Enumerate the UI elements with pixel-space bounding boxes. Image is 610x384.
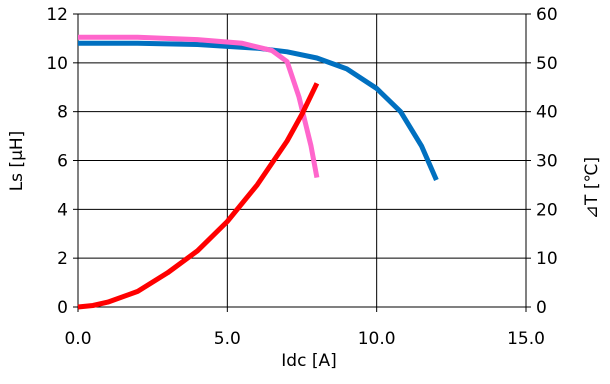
series-line-3 bbox=[77, 82, 320, 310]
y2-tick-label: 50 bbox=[536, 54, 558, 74]
y-tick-label: 0 bbox=[57, 298, 68, 318]
y-axis-title: Ls [μH] bbox=[7, 131, 27, 192]
y2-tick-label: 10 bbox=[536, 249, 558, 269]
y-tick-label: 4 bbox=[57, 200, 68, 220]
x-tick-label: 10.0 bbox=[358, 329, 396, 349]
y2-tick-label: 0 bbox=[536, 298, 547, 318]
y2-tick-label: 60 bbox=[536, 5, 558, 25]
plot-frame bbox=[77, 13, 527, 308]
series-line-2 bbox=[78, 34, 320, 179]
x-axis-title: Idc [A] bbox=[281, 351, 336, 371]
grid bbox=[78, 14, 526, 307]
y-tick-label: 12 bbox=[46, 5, 68, 25]
y2-axis-title: ⊿T [℃] bbox=[582, 157, 602, 219]
x-tick-label: 15.0 bbox=[507, 329, 545, 349]
y-tick-label: 6 bbox=[57, 152, 68, 172]
series bbox=[77, 34, 439, 310]
y2-tick-label: 40 bbox=[536, 103, 558, 123]
series-line-1 bbox=[78, 40, 439, 182]
y2-tick-label: 30 bbox=[536, 152, 558, 172]
y-tick-label: 2 bbox=[57, 249, 68, 269]
x-tick-label: 5.0 bbox=[214, 329, 241, 349]
y-tick-label: 8 bbox=[57, 103, 68, 123]
y2-tick-label: 20 bbox=[536, 200, 558, 220]
tick-labels: 0.0 5.0 10.0 15.0 0 2 4 6 8 10 12 0 10 20 30 40 50 60 bbox=[46, 5, 557, 349]
x-tick-label: 0.0 bbox=[64, 329, 91, 349]
axes bbox=[73, 13, 531, 312]
y-tick-label: 10 bbox=[46, 54, 68, 74]
